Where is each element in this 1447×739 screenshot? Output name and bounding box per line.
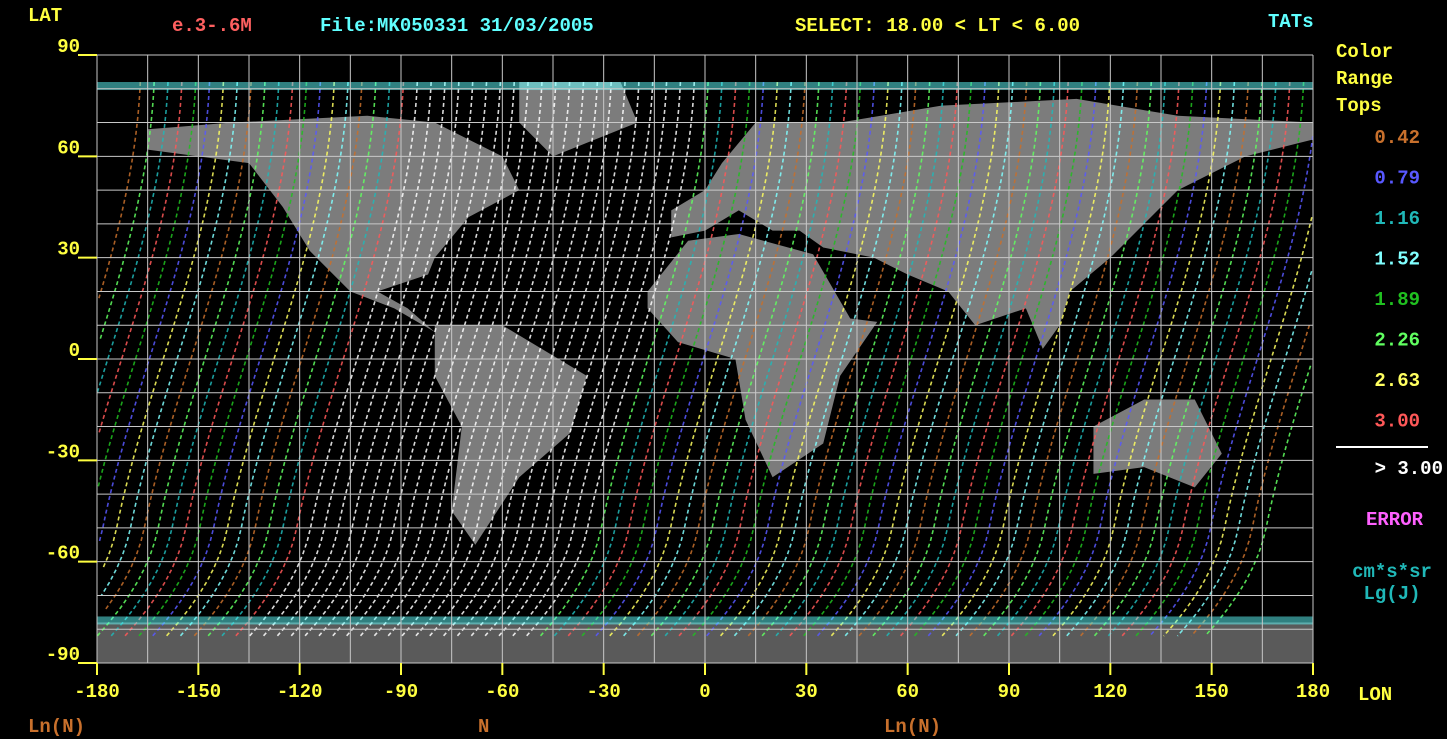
lon-tick-label: 30 [795, 681, 818, 703]
legend-error: ERROR [1366, 509, 1424, 531]
legend-title: Range [1336, 68, 1393, 90]
footer-middle: N [478, 716, 489, 738]
legend-over: > 3.00 [1375, 458, 1443, 480]
tats: TATs [1268, 11, 1314, 33]
lat-tick-label: -60 [46, 543, 80, 565]
lon-tick-label: 150 [1195, 681, 1229, 703]
select: SELECT: 18.00 < LT < 6.00 [795, 15, 1080, 37]
lat-tick-label: 0 [69, 340, 80, 362]
lon-tick-label: -30 [587, 681, 621, 703]
legend-item: 2.63 [1374, 370, 1420, 392]
lon-tick-label: 60 [896, 681, 919, 703]
lat-tick-label: 90 [57, 36, 80, 58]
legend-title: Tops [1336, 95, 1382, 117]
lon-tick-label: -60 [485, 681, 519, 703]
legend-item: 1.52 [1374, 249, 1420, 271]
lon-tick-label: 180 [1296, 681, 1330, 703]
energy: e.3-.6M [172, 15, 252, 37]
legend-unit: cm*s*sr [1352, 561, 1432, 583]
legend-item: 2.26 [1374, 330, 1420, 352]
lat-tick-label: 30 [57, 239, 80, 261]
file: File:MK050331 31/03/2005 [320, 15, 594, 37]
legend-item: 0.79 [1374, 168, 1420, 190]
lon-tick-label: 90 [998, 681, 1021, 703]
map-screen: LAT e.3-.6M File:MK050331 31/03/2005 SEL… [0, 0, 1447, 739]
legend-item: 0.42 [1374, 127, 1420, 149]
lon-tick-label: 120 [1093, 681, 1127, 703]
legend-item: 3.00 [1374, 411, 1420, 433]
lon-tick-label: -180 [74, 681, 120, 703]
lat-tick-label: -90 [46, 644, 80, 666]
legend-title: Color [1336, 41, 1393, 63]
footer-right: Ln(N) [884, 716, 941, 738]
legend-item: 1.89 [1374, 289, 1420, 311]
lat-tick-label: -30 [46, 441, 80, 463]
legend-unit: Lg(J) [1363, 583, 1420, 605]
lat-label: LAT [28, 5, 62, 27]
legend-item: 1.16 [1374, 208, 1420, 230]
lon-tick-label: -120 [277, 681, 323, 703]
lon-tick-label: 0 [699, 681, 710, 703]
lat-tick-label: 60 [57, 137, 80, 159]
lon-tick-label: -150 [176, 681, 222, 703]
lon-label: LON [1358, 684, 1392, 706]
footer-left: Ln(N) [28, 716, 85, 738]
lon-tick-label: -90 [384, 681, 418, 703]
